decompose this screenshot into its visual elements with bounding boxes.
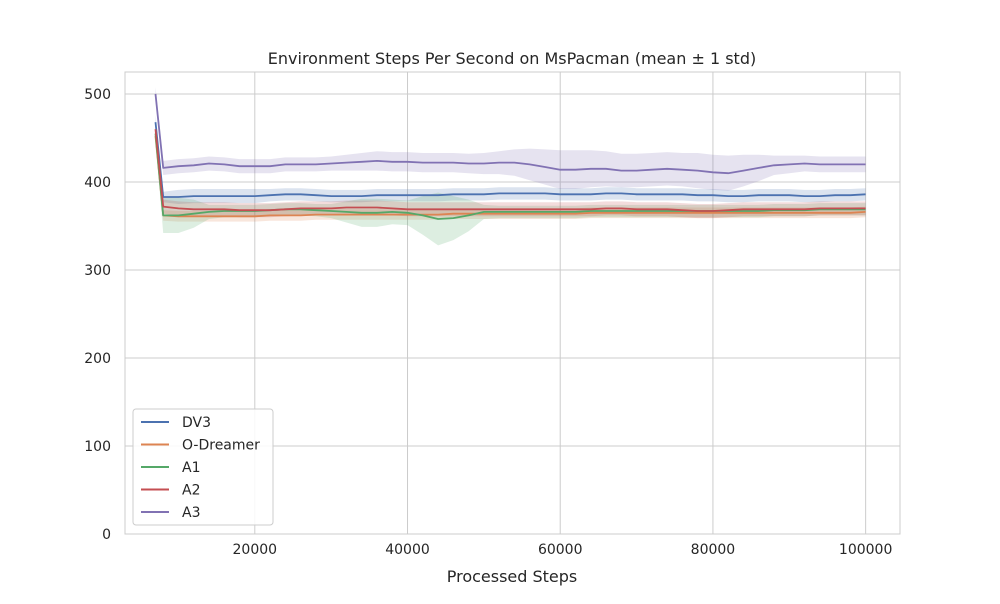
y-tick-label: 200 xyxy=(84,351,111,367)
x-tick-label: 80000 xyxy=(691,542,736,558)
legend-label-a1: A1 xyxy=(182,460,200,476)
line-a2 xyxy=(154,129,866,212)
x-tick-label: 60000 xyxy=(538,542,583,558)
x-tick-label: 40000 xyxy=(385,542,430,558)
y-tick-label: 0 xyxy=(102,527,111,543)
legend-label-o-dreamer: O-Dreamer xyxy=(182,438,260,454)
y-tick-label: 400 xyxy=(84,175,111,191)
legend-label-dv3: DV3 xyxy=(182,415,211,431)
legend: DV3 O-Dreamer A1 A2 A3 xyxy=(132,408,274,526)
x-tick-label: 100000 xyxy=(839,542,892,558)
line-dv3 xyxy=(154,122,866,198)
series-lines xyxy=(154,93,866,220)
band-a1 xyxy=(155,126,866,246)
x-tick-label: 20000 xyxy=(233,542,278,558)
legend-label-a2: A2 xyxy=(182,483,200,499)
y-tick-label: 300 xyxy=(84,263,111,279)
legend-label-a3: A3 xyxy=(182,505,200,521)
y-tick-labels: 0 100 200 300 400 500 xyxy=(84,87,111,543)
y-tick-label: 500 xyxy=(84,87,111,103)
x-axis-label: Processed Steps xyxy=(447,567,578,586)
y-tick-label: 100 xyxy=(84,439,111,455)
band-a3 xyxy=(155,87,866,191)
line-a3 xyxy=(154,93,866,175)
grid xyxy=(125,72,900,535)
legend-box xyxy=(132,408,274,526)
chart-title: Environment Steps Per Second on MsPacman… xyxy=(268,49,756,68)
plot-frame xyxy=(124,71,901,535)
x-tick-labels: 20000 40000 60000 80000 100000 xyxy=(233,542,893,558)
line-o-dreamer xyxy=(154,136,866,218)
